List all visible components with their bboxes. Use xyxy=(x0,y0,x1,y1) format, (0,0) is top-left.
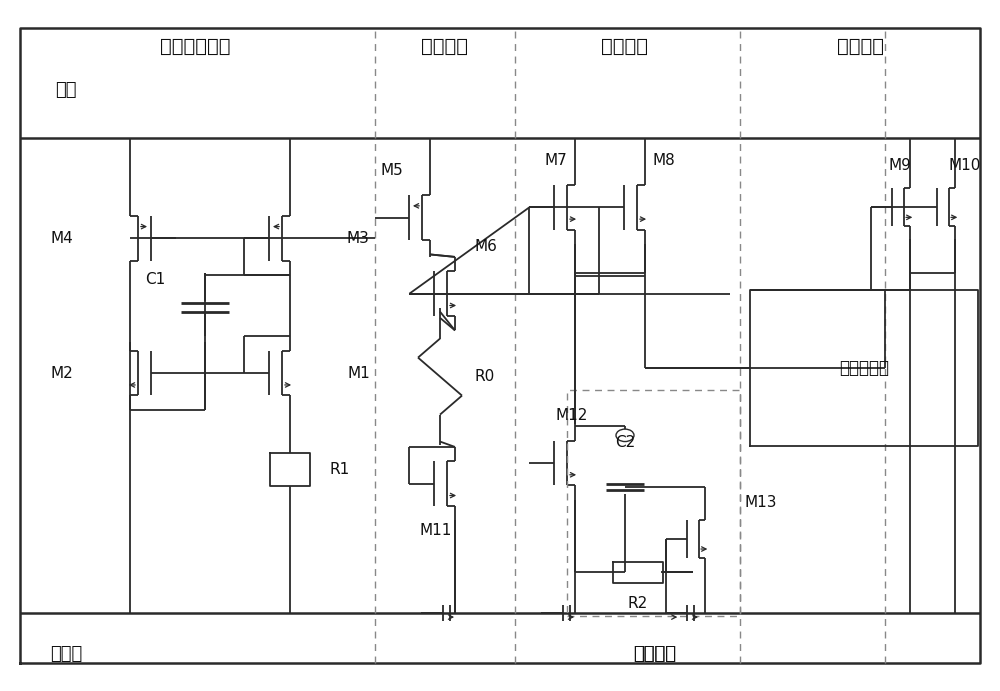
Text: M8: M8 xyxy=(653,153,675,167)
Text: 补唇电路: 补唇电路 xyxy=(422,37,468,56)
Text: M12: M12 xyxy=(556,408,588,423)
Text: M5: M5 xyxy=(381,163,403,178)
Text: 接地端: 接地端 xyxy=(50,645,82,663)
Text: 整流电路: 整流电路 xyxy=(634,645,676,663)
Text: M9: M9 xyxy=(889,158,911,173)
Text: M7: M7 xyxy=(545,153,567,167)
Text: C2: C2 xyxy=(615,435,635,450)
Text: M13: M13 xyxy=(745,495,778,510)
Text: M10: M10 xyxy=(949,158,981,173)
Text: M6: M6 xyxy=(474,239,497,254)
Text: 抗消电路: 抗消电路 xyxy=(602,37,648,56)
Text: M4: M4 xyxy=(50,231,73,246)
Text: M1: M1 xyxy=(347,366,370,381)
Text: 控制电路: 控制电路 xyxy=(836,37,884,56)
Text: R0: R0 xyxy=(475,369,495,384)
Text: 整流电路: 整流电路 xyxy=(634,645,676,663)
Text: M3: M3 xyxy=(347,231,370,246)
Text: M2: M2 xyxy=(50,366,73,381)
Text: 电源: 电源 xyxy=(55,81,76,99)
Text: 电压偏置电路: 电压偏置电路 xyxy=(160,37,230,56)
Text: R2: R2 xyxy=(628,596,648,611)
Text: 功率放大器: 功率放大器 xyxy=(839,359,889,377)
Text: R1: R1 xyxy=(330,462,350,477)
Text: C1: C1 xyxy=(145,272,165,287)
Text: M11: M11 xyxy=(420,524,452,538)
